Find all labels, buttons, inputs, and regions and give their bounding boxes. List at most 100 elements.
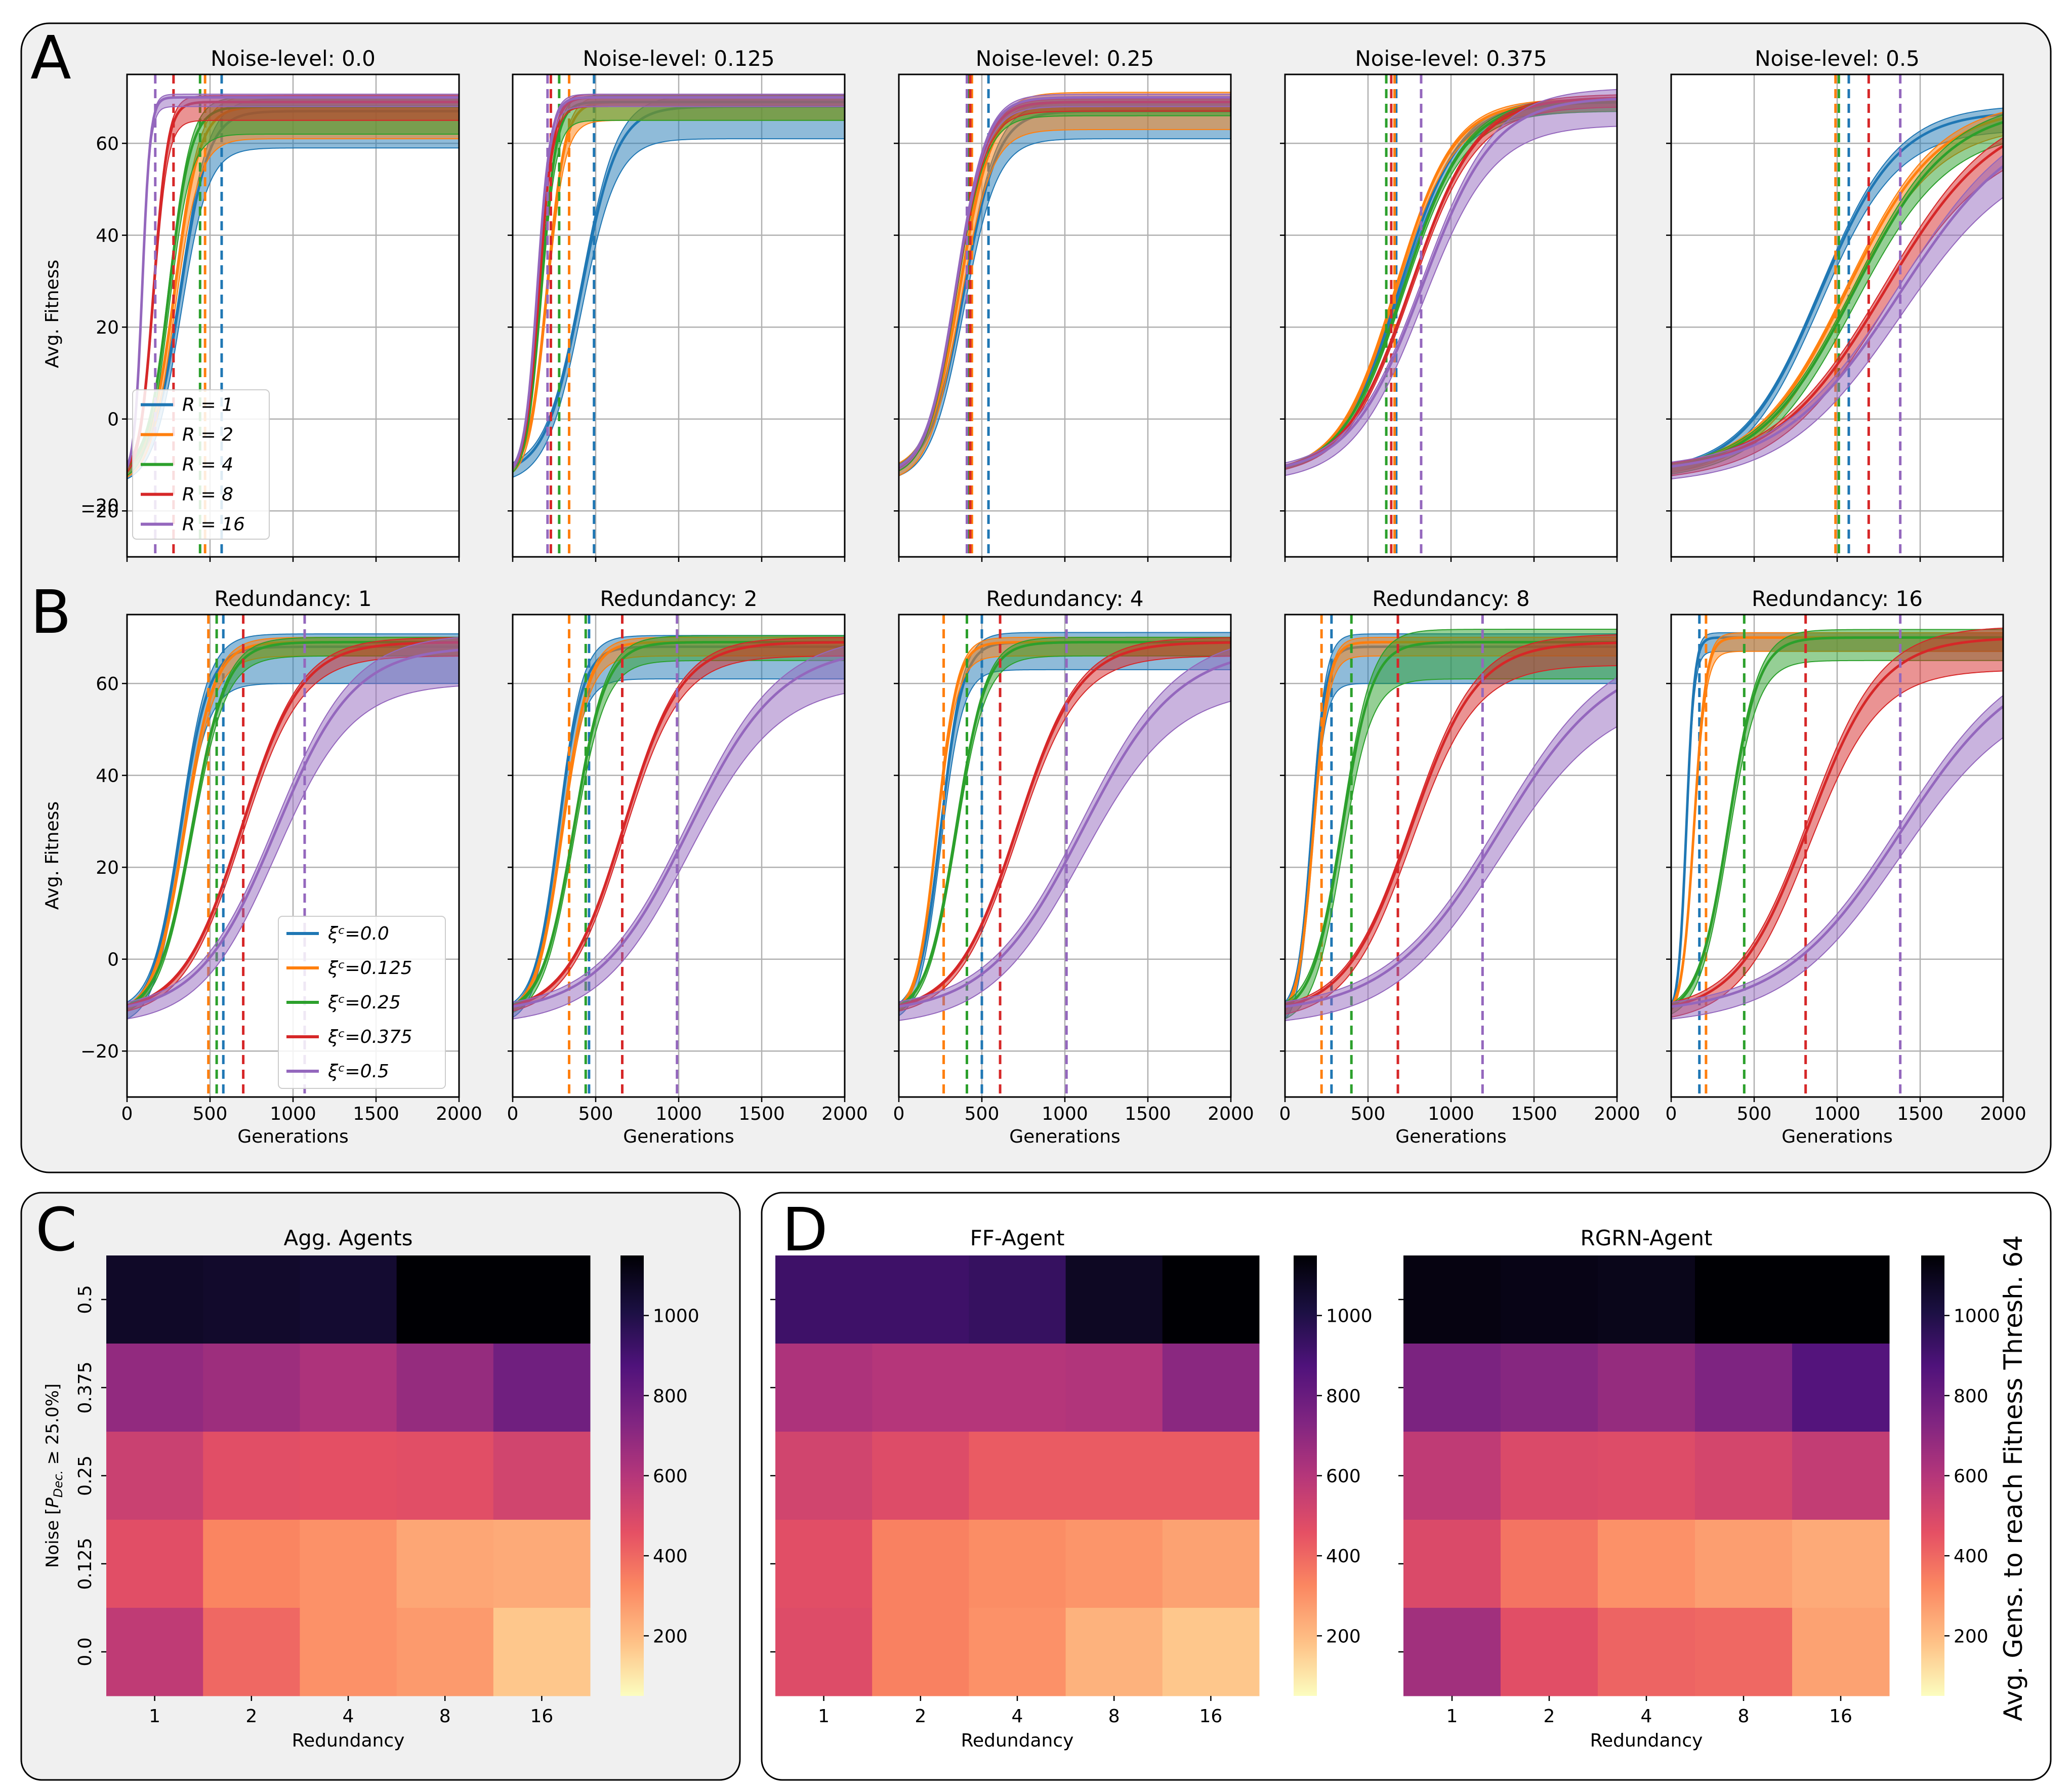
series-band-0	[899, 632, 1231, 1017]
heatmap-cell	[106, 1520, 203, 1608]
y-tick-label: 0	[107, 950, 119, 970]
panel-label-a: A	[30, 23, 71, 93]
x-axis-label: Generations	[1395, 1126, 1507, 1147]
series-line-4	[1671, 165, 2003, 468]
heatmap-cell	[203, 1255, 300, 1344]
heatmap-y-tick-label: 0.5	[75, 1285, 96, 1314]
heatmap-cell	[203, 1608, 300, 1696]
heatmap-cell	[1162, 1520, 1260, 1608]
legend-box	[132, 389, 270, 540]
panel-label-c: C	[35, 1195, 77, 1265]
heatmap-cell	[1501, 1344, 1598, 1432]
heatmap-cell	[775, 1255, 873, 1344]
series-band-4	[1285, 677, 1617, 1022]
legend-label-3: R = 8	[182, 484, 233, 505]
x-tick-label: 2000	[1208, 1104, 1254, 1124]
heatmap-cell	[775, 1520, 873, 1608]
heatmap-cell	[1162, 1255, 1260, 1344]
colorbar-d-left: 200 400 600 800 1000	[1294, 1255, 1373, 1696]
heatmap-x-tick-label: 4	[1012, 1706, 1023, 1727]
colorbar-gradient	[1921, 1255, 1944, 1696]
series-line-0	[1671, 113, 2003, 468]
heatmap-cell	[872, 1608, 969, 1696]
heatmap-x-tick-label: 8	[439, 1706, 451, 1727]
series-band-4	[1671, 695, 2003, 1020]
colorbar-tick-label: 200	[1326, 1626, 1361, 1647]
colorbar-c: 200 400 600 800 1000	[620, 1255, 699, 1696]
heatmap-cell	[106, 1255, 203, 1344]
series-band-0	[1671, 107, 2003, 473]
heatmap-cell	[493, 1344, 591, 1432]
y-tick-label: 20	[96, 317, 119, 338]
y-tick-label-overlap: −20	[80, 496, 119, 516]
x-tick-label: 1500	[1125, 1104, 1171, 1124]
heatmap-cell	[775, 1432, 873, 1520]
series-band-4	[513, 94, 845, 470]
x-tick-label: 500	[1737, 1104, 1772, 1124]
heatmap-cell	[1695, 1432, 1793, 1520]
series-band-4	[1671, 154, 2003, 479]
series-line-4	[513, 657, 845, 1008]
heatmap-cell	[106, 1608, 203, 1696]
series-line-3	[1671, 638, 2003, 1008]
heatmap-ylabel-sub: Dec.	[51, 1470, 65, 1497]
colorbar-tick-label: 200	[653, 1626, 688, 1647]
colorbar-tick-label: 400	[1326, 1546, 1361, 1567]
x-tick-label: 1000	[1814, 1104, 1860, 1124]
x-axis-label: Generations	[1781, 1126, 1893, 1147]
heatmap-cell	[1598, 1255, 1695, 1344]
heatmap-cell	[775, 1344, 873, 1432]
heatmap-cell	[1065, 1520, 1163, 1608]
series-line-4	[513, 96, 845, 467]
series-band-4	[513, 645, 845, 1020]
heatmap-cell	[396, 1432, 494, 1520]
heatmap-cell	[300, 1608, 397, 1696]
heatmap-cell	[493, 1432, 591, 1520]
heatmap-cell	[396, 1344, 494, 1432]
heatmaps: Agg. Agents 1 2 4 8 16 Redundancy 0.5 0.375 0.25 0…	[75, 1226, 1890, 1751]
x-tick-label: 1000	[1428, 1104, 1474, 1124]
heatmap-cell	[203, 1520, 300, 1608]
colorbar-tick-label: 200	[1954, 1626, 1988, 1647]
plot-title: Noise-level: 0.25	[976, 46, 1154, 71]
x-tick-label: 0	[893, 1104, 905, 1124]
heatmap-x-label: Redundancy	[961, 1730, 1074, 1751]
heatmap-cell	[1065, 1608, 1163, 1696]
panel-label-d: D	[782, 1195, 828, 1265]
series-line-3	[513, 641, 845, 1008]
colorbar-tick-label: 1000	[1954, 1306, 2000, 1327]
heatmap-x-tick-label: 16	[1829, 1706, 1852, 1727]
legend-label-3: ξᶜ=0.375	[327, 1027, 412, 1047]
x-tick-label: 1000	[1042, 1104, 1088, 1124]
heatmap-cell	[1403, 1432, 1501, 1520]
series-band-2	[1285, 629, 1617, 1020]
y-tick-label: 40	[96, 766, 119, 787]
colorbar-tick-label: 800	[1326, 1386, 1361, 1407]
colorbar-gradient	[620, 1255, 644, 1696]
heatmap-x-tick-label: 2	[245, 1706, 257, 1727]
plot-b-0: Redundancy: 1 −20 0 20 40 60 0 500 1000 1500 2000 G…	[80, 586, 482, 1147]
y-tick-label: 60	[96, 134, 119, 154]
x-tick-label: 0	[1279, 1104, 1291, 1124]
heatmap-cell	[969, 1608, 1066, 1696]
series-band-2	[899, 636, 1231, 1012]
colorbar-tick-label: 800	[1954, 1386, 1988, 1407]
series-band-3	[1285, 634, 1617, 1015]
heatmap-cell	[1065, 1432, 1163, 1520]
heatmap-rgrn-agent: RGRN-Agent 1 2 4 8 16 Redundancy	[1398, 1226, 1890, 1751]
colorbar-label: Avg. Gens. to reach Fitness Thresh. 64	[1999, 1235, 2028, 1721]
heatmap-cell	[1695, 1520, 1793, 1608]
heatmap-cell	[1598, 1608, 1695, 1696]
heatmap-cell	[1792, 1432, 1890, 1520]
heatmap-ylabel-tail: ≥ 25.0%]	[43, 1384, 63, 1470]
series-band-4	[899, 94, 1231, 470]
heatmap-x-tick-label: 1	[818, 1706, 830, 1727]
heatmap-cell	[1162, 1608, 1260, 1696]
x-tick-label: 2000	[1594, 1104, 1640, 1124]
heatmap-title: RGRN-Agent	[1581, 1226, 1713, 1250]
plot-title: Noise-level: 0.125	[583, 46, 774, 71]
heatmap-cell	[969, 1520, 1066, 1608]
heatmap-cell	[1792, 1520, 1890, 1608]
y-tick-label: −20	[80, 1041, 119, 1062]
heatmap-cell	[1695, 1608, 1793, 1696]
